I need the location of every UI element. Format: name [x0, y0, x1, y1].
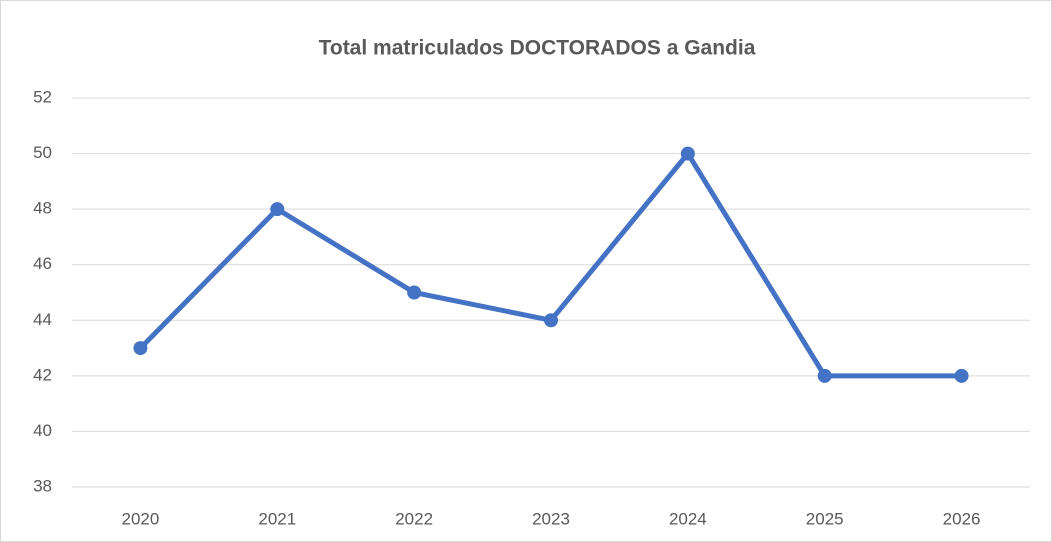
x-tick-label: 2021: [258, 509, 296, 528]
y-tick-label: 50: [33, 143, 52, 162]
marker: [407, 285, 422, 300]
x-tick-label: 2023: [532, 509, 570, 528]
marker: [817, 368, 832, 383]
y-tick-label: 42: [33, 365, 52, 384]
y-tick-label: 38: [33, 476, 52, 495]
marker: [133, 341, 148, 356]
x-tick-label: 2025: [806, 509, 844, 528]
y-tick-label: 40: [33, 421, 52, 440]
x-tick-label: 2026: [943, 509, 981, 528]
marker: [954, 368, 969, 383]
marker: [270, 202, 285, 217]
marker: [680, 146, 695, 161]
marker: [544, 313, 558, 328]
x-tick-label: 2022: [395, 509, 433, 528]
y-tick-label: 48: [33, 199, 52, 218]
y-tick-label: 52: [33, 87, 52, 106]
x-tick-label: 2024: [669, 509, 707, 528]
x-tick-label: 2020: [122, 509, 160, 528]
chart-title: Total matriculados DOCTORADOS a Gandia: [319, 37, 756, 60]
y-tick-label: 46: [33, 254, 52, 273]
y-tick-label: 44: [33, 310, 52, 329]
